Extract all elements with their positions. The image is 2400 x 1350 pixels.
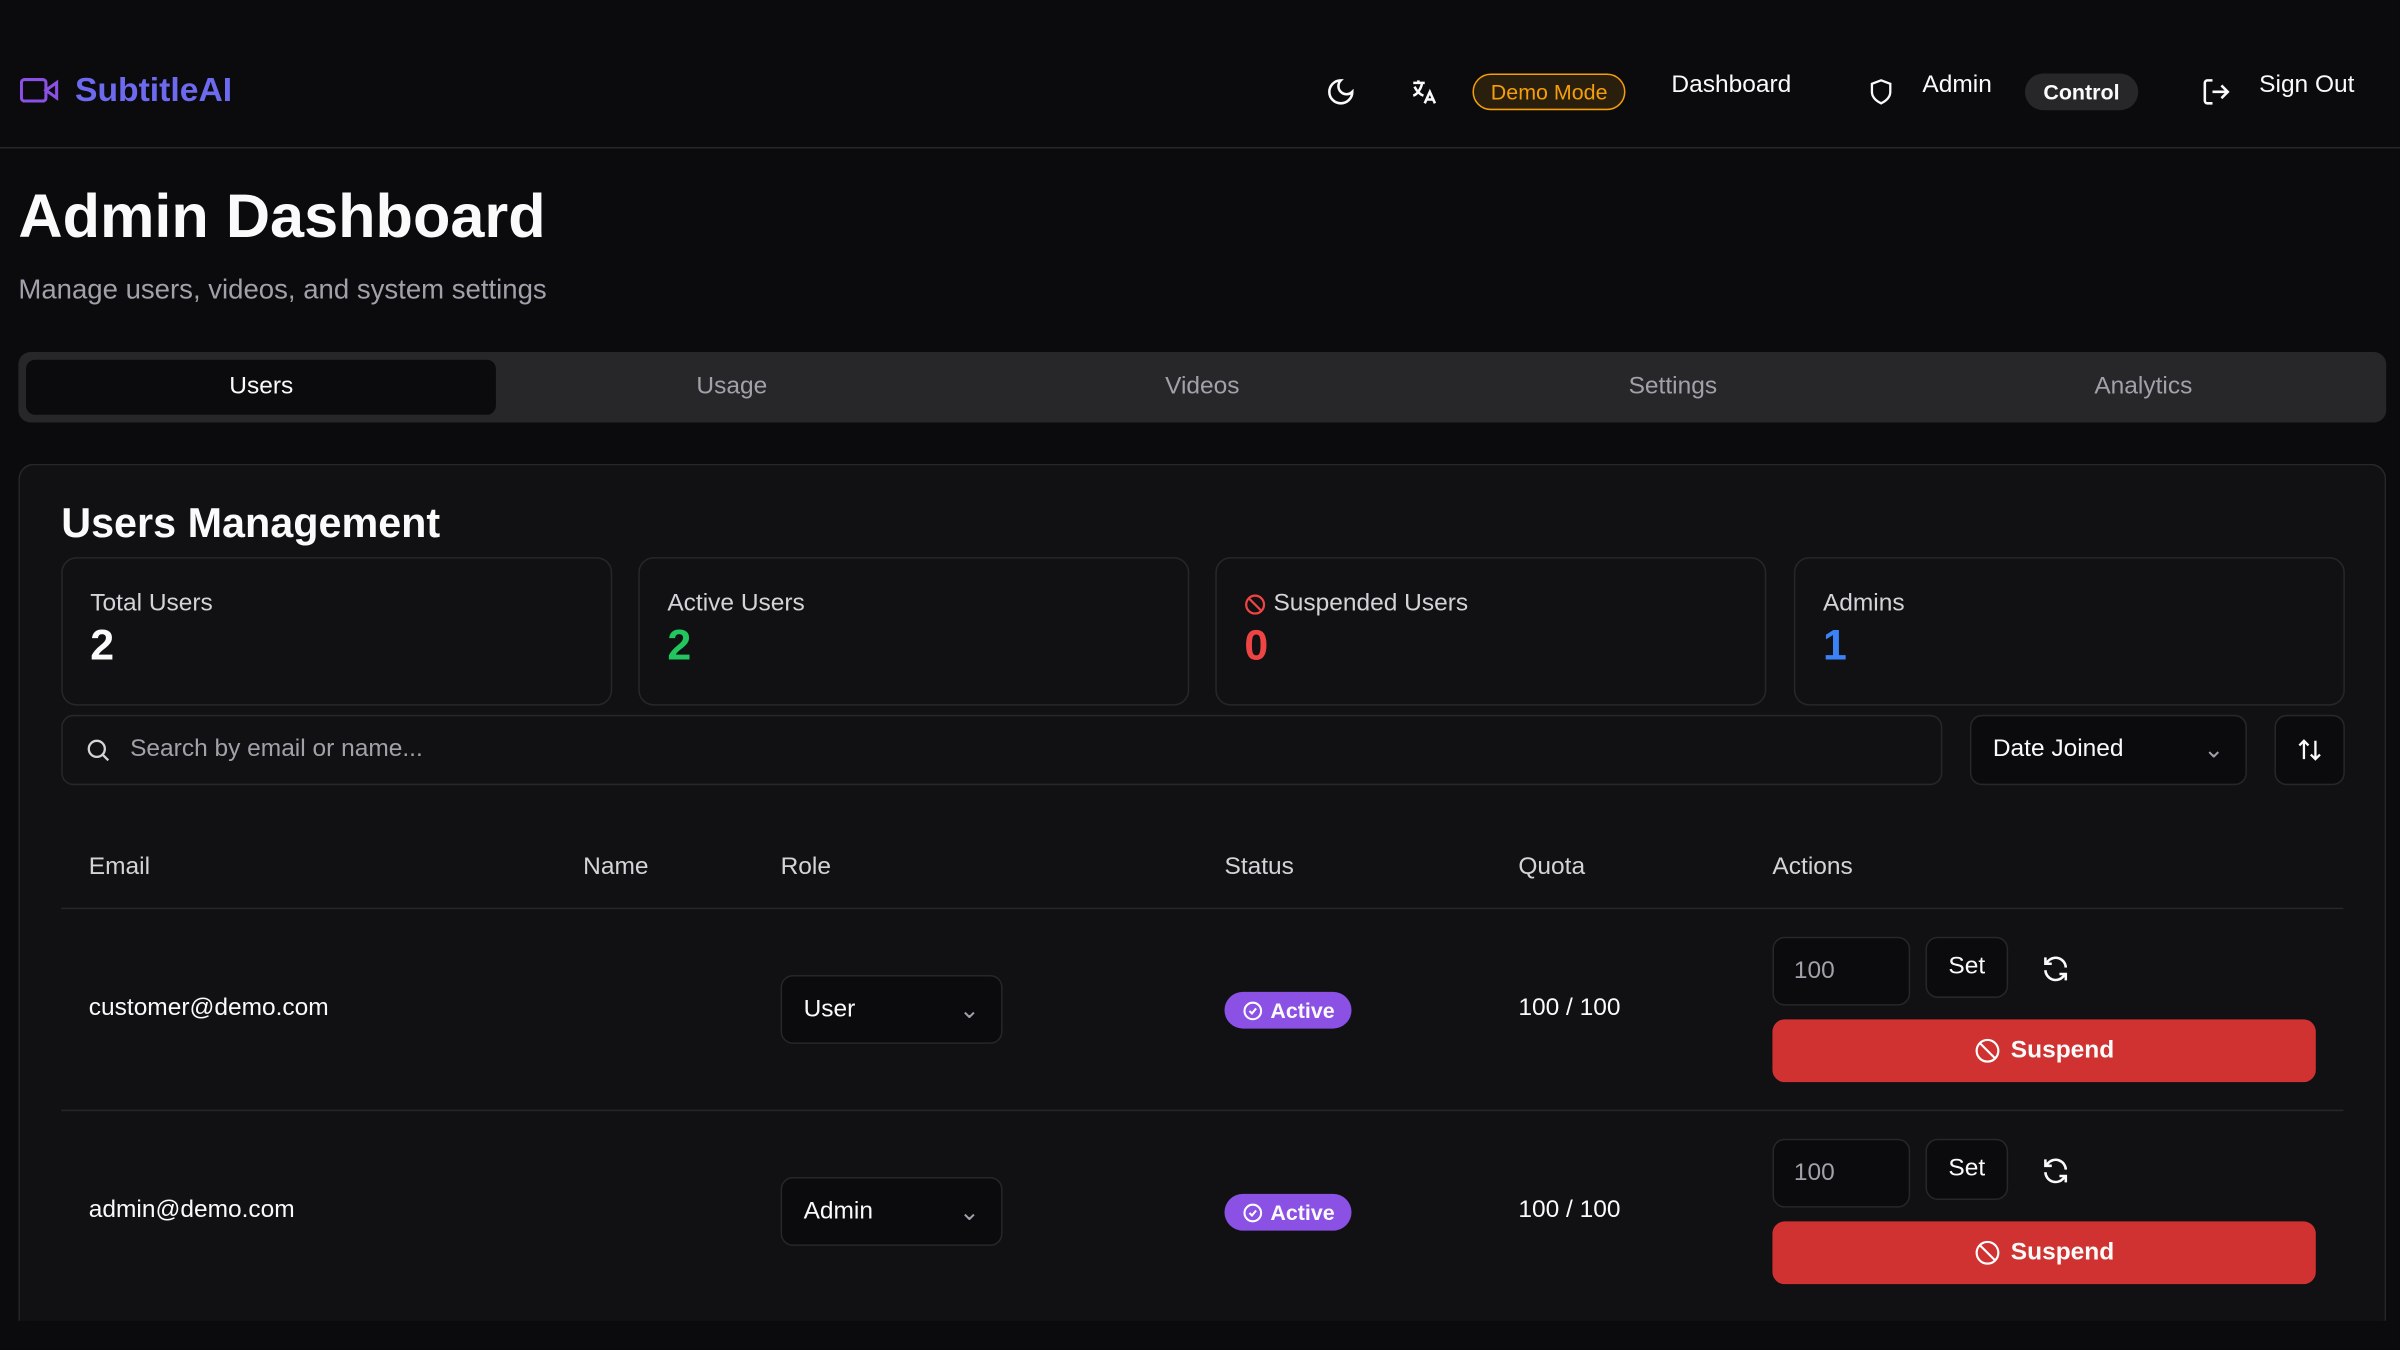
chevron-down-icon: ⌄ — [959, 1199, 980, 1226]
divider — [61, 907, 2344, 910]
column-quota: Quota — [1518, 854, 1586, 881]
section-title: Users Management — [61, 500, 441, 547]
demo-mode-badge: Demo Mode — [1472, 73, 1626, 111]
stat-label: Admins — [1822, 590, 1905, 617]
nav-dashboard[interactable]: Dashboard — [1671, 71, 1792, 98]
quota-input[interactable]: 100 — [1772, 1138, 1911, 1208]
stat-suspended-users: Suspended Users 0 — [1215, 557, 1767, 706]
user-quota: 100 / 100 — [1518, 1196, 1621, 1223]
sign-out-button[interactable]: Sign Out — [2259, 71, 2355, 98]
sort-arrows-icon — [2298, 739, 2321, 761]
role-select[interactable]: User ⌄ — [780, 974, 1003, 1044]
column-role: Role — [780, 854, 831, 881]
reset-quota-icon[interactable] — [2040, 954, 2071, 992]
user-quota: 100 / 100 — [1518, 994, 1621, 1021]
ban-icon — [1245, 594, 1266, 615]
ban-icon — [1975, 1240, 1999, 1265]
column-status: Status — [1224, 854, 1294, 881]
user-email: admin@demo.com — [88, 1196, 295, 1223]
column-email: Email — [88, 854, 151, 881]
stat-value: 0 — [1244, 621, 1269, 669]
quota-input[interactable]: 100 — [1772, 936, 1911, 1006]
video-camera-icon — [19, 78, 59, 103]
stat-label: Total Users — [90, 590, 213, 617]
status-badge: Active — [1224, 991, 1352, 1029]
sign-out-icon[interactable] — [2201, 77, 2232, 115]
sort-direction-button[interactable] — [2274, 714, 2345, 786]
app-logo[interactable]: SubtitleAI — [19, 70, 233, 110]
tab-analytics[interactable]: Analytics — [2094, 373, 2193, 400]
stat-value: 2 — [667, 621, 692, 669]
shield-icon — [1867, 77, 1895, 115]
page-subtitle: Manage users, videos, and system setting… — [18, 273, 547, 305]
reset-quota-icon[interactable] — [2040, 1156, 2071, 1194]
stat-admins: Admins 1 — [1793, 557, 2345, 706]
stat-active-users: Active Users 2 — [638, 557, 1190, 706]
search-icon — [87, 739, 110, 762]
stat-total-users: Total Users 2 — [61, 557, 613, 706]
tab-users[interactable]: Users — [26, 359, 497, 415]
role-select[interactable]: Admin ⌄ — [780, 1177, 1003, 1246]
chevron-down-icon: ⌄ — [959, 997, 980, 1024]
column-actions: Actions — [1772, 854, 1853, 881]
divider — [61, 1109, 2344, 1112]
theme-toggle-moon-icon[interactable] — [1325, 77, 1356, 115]
status-badge: Active — [1224, 1193, 1352, 1231]
top-header — [0, 0, 2400, 149]
role-value: User — [803, 995, 856, 1022]
stat-value: 2 — [90, 621, 115, 669]
app-name: SubtitleAI — [74, 70, 233, 109]
suspend-button[interactable]: Suspend — [1772, 1019, 2316, 1083]
user-email: customer@demo.com — [88, 994, 329, 1021]
column-name: Name — [583, 854, 649, 881]
tab-usage[interactable]: Usage — [696, 373, 768, 400]
tab-settings[interactable]: Settings — [1628, 373, 1718, 400]
page-title: Admin Dashboard — [18, 183, 546, 252]
ban-icon — [1975, 1038, 1999, 1063]
check-circle-icon — [1243, 1202, 1263, 1222]
tab-videos[interactable]: Videos — [1165, 373, 1240, 400]
search-box[interactable] — [61, 714, 1943, 786]
sort-select-value: Date Joined — [1992, 736, 2124, 763]
tab-bar: Users Usage Videos Settings Analytics — [18, 352, 2387, 423]
stat-value: 1 — [1822, 621, 1847, 669]
control-badge: Control — [2024, 73, 2138, 111]
sort-select[interactable]: Date Joined ⌄ — [1969, 714, 2247, 786]
check-circle-icon — [1243, 1000, 1263, 1020]
nav-admin[interactable]: Admin — [1922, 71, 1992, 98]
role-value: Admin — [803, 1197, 873, 1224]
stat-label: Suspended Users — [1273, 590, 1469, 617]
search-input[interactable] — [130, 736, 1814, 764]
suspend-button[interactable]: Suspend — [1772, 1221, 2316, 1285]
language-icon[interactable] — [1408, 77, 1439, 115]
set-quota-button[interactable]: Set — [1925, 1138, 2009, 1200]
chevron-down-icon: ⌄ — [2203, 737, 2224, 764]
set-quota-button[interactable]: Set — [1925, 936, 2009, 998]
stat-label: Active Users — [667, 590, 805, 617]
